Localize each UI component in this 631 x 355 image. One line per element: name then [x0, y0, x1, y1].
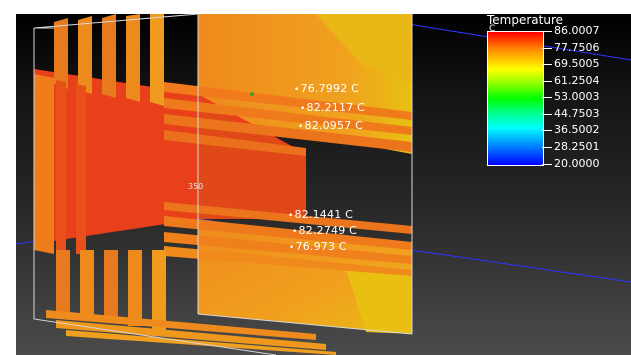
legend-value: 53.0003 — [554, 90, 600, 103]
fin-bottom — [152, 250, 166, 330]
bounding-box-wireframe — [33, 14, 413, 355]
legend-tick — [542, 114, 552, 115]
fin-base — [66, 330, 336, 355]
legend-color-bar — [487, 31, 544, 166]
legend-tick — [542, 130, 552, 131]
legend-value: 69.5005 — [554, 57, 600, 70]
legend-value: 86.0007 — [554, 24, 600, 37]
legend-value: 28.2501 — [554, 140, 600, 153]
legend-value: 20.0000 — [554, 157, 600, 170]
body-left-stripe — [76, 84, 86, 254]
probe-marker — [250, 92, 254, 96]
fin-horizontal — [164, 232, 412, 264]
legend-value: 44.7503 — [554, 107, 600, 120]
body-left-stripe — [56, 80, 66, 254]
model-label: 350 — [188, 182, 204, 191]
probe-label: 82.2117 C — [300, 101, 365, 114]
fin-top — [150, 14, 164, 106]
legend-unit: C — [489, 24, 496, 34]
legend-value: 61.2504 — [554, 74, 600, 87]
legend-tick — [542, 164, 552, 165]
legend-tick — [542, 48, 552, 49]
hot-core-right — [198, 104, 306, 219]
legend-tick — [542, 97, 552, 98]
probe-label: 82.2749 C — [292, 224, 357, 237]
fin-top — [54, 18, 68, 89]
temperature-legend: Temperature C 86.0007 77.7506 69.5005 61… — [483, 14, 631, 184]
fin-bottom — [104, 250, 118, 322]
body-left — [34, 74, 54, 254]
legend-value: 77.7506 — [554, 41, 600, 54]
probe-label: 82.1441 C — [288, 208, 353, 221]
fin-base — [46, 310, 316, 340]
fin-bottom — [80, 250, 94, 318]
legend-tick — [542, 147, 552, 148]
fin-horizontal — [164, 246, 412, 276]
fin-bottom — [56, 250, 70, 314]
legend-tick — [542, 64, 552, 65]
fin-top — [126, 14, 140, 102]
legend-tick — [542, 31, 552, 32]
fin-horizontal — [164, 216, 412, 250]
fin-horizontal — [164, 130, 306, 156]
thermal-3d-viewport[interactable]: 350 76.7992 C 82.2117 C 82.0957 C 82.144… — [16, 14, 631, 355]
fin-top — [102, 14, 116, 98]
fin-horizontal — [164, 114, 412, 152]
legend-title: Temperature — [487, 14, 564, 27]
fin-base — [56, 320, 326, 350]
probe-label: 82.0957 C — [298, 119, 363, 132]
fin-bottom — [128, 250, 142, 326]
plate-upper-yellow — [316, 14, 412, 84]
legend-tick — [542, 81, 552, 82]
fin-top — [78, 16, 92, 94]
probe-label: 76.973 C — [289, 240, 347, 253]
legend-value: 36.5002 — [554, 123, 600, 136]
plate-lower-yellow — [346, 269, 412, 334]
probe-label: 76.7992 C — [294, 82, 359, 95]
